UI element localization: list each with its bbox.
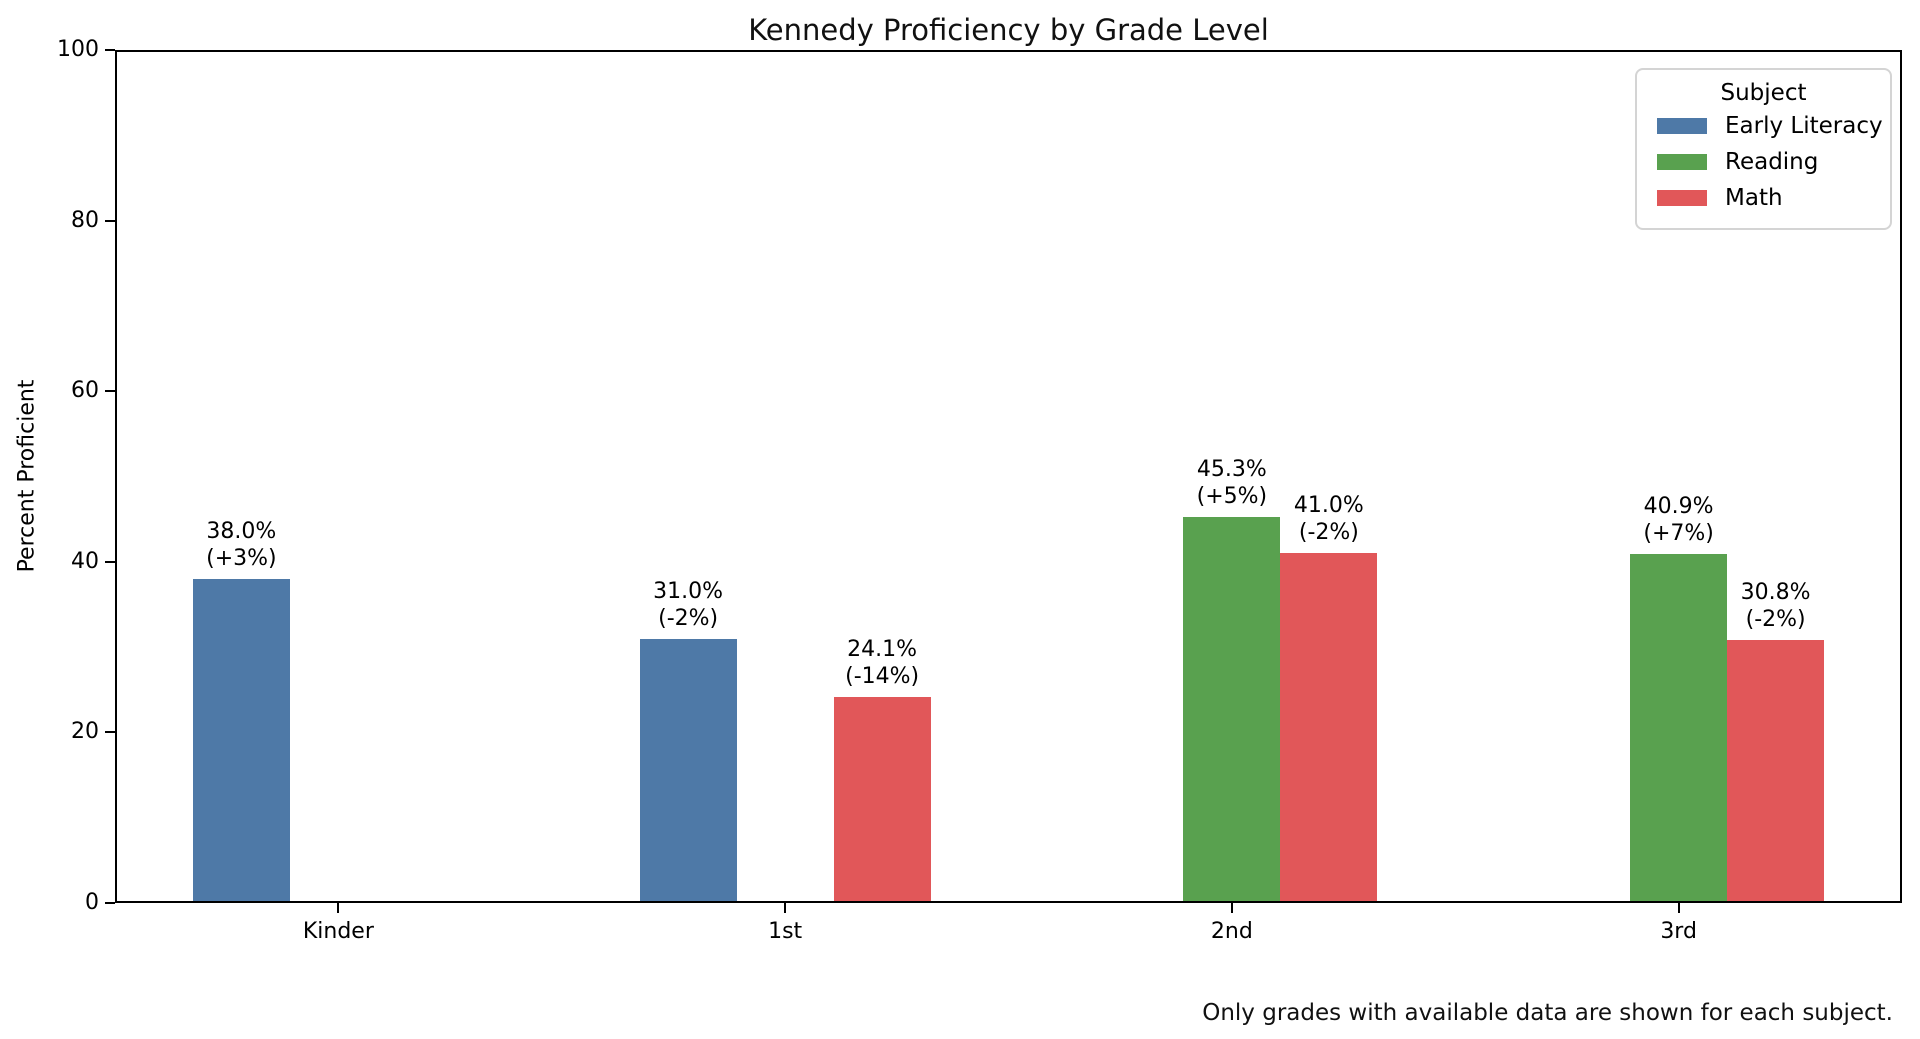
legend-item-reading: Reading (1637, 144, 1890, 180)
y-tick-label: 100 (57, 37, 99, 62)
x-tick (1677, 903, 1680, 913)
y-tick-label: 20 (71, 719, 99, 745)
bar-reading-2nd (1183, 516, 1281, 903)
x-tick (1230, 903, 1233, 913)
chart-title: Kennedy Proficiency by Grade Level (748, 13, 1269, 47)
bar-reading-3rd (1630, 554, 1728, 903)
legend-swatch-math (1657, 190, 1707, 206)
y-tick (105, 731, 115, 734)
y-axis-label-text: Percent Proficient (14, 379, 40, 573)
x-tick-label-3rd: 3rd (1660, 919, 1697, 944)
bar-label-math-3rd: 30.8% (-2%) (1740, 580, 1811, 633)
y-tick (105, 49, 115, 51)
bar-label-early-literacy-kinder: 38.0% (+3%) (206, 518, 277, 571)
bar-math-3rd (1727, 640, 1825, 903)
plot-area: 38.0% (+3%) 31.0% (-2%) 45.3% (+5%) 40.9% (… (57, 37, 1902, 944)
bar-math-2nd (1280, 553, 1378, 903)
y-tick (105, 902, 115, 904)
legend: Subject Early Literacy Reading Math (1635, 68, 1892, 230)
bar-label-reading-3rd: 40.9% (+7%) (1643, 494, 1714, 547)
legend-swatch-early-literacy (1657, 118, 1707, 134)
legend-label-reading: Reading (1725, 149, 1819, 175)
legend-item-early-literacy: Early Literacy (1637, 108, 1890, 144)
bar-label-reading-2nd: 45.3% (+5%) (1196, 456, 1268, 509)
legend-items: Early Literacy Reading Math (1637, 108, 1890, 216)
y-tick-label: 40 (71, 548, 99, 574)
bar-math-1st (833, 697, 931, 903)
legend-item-math: Math (1637, 180, 1890, 216)
bar-early-literacy-kinder (192, 578, 290, 903)
y-tick (105, 560, 115, 563)
y-tick-label: 60 (71, 378, 99, 404)
y-tick (105, 390, 115, 393)
legend-label-early-literacy: Early Literacy (1725, 113, 1883, 139)
legend-swatch-reading (1657, 154, 1707, 170)
bar-label-early-literacy-1st: 31.0% (-2%) (653, 578, 724, 631)
bar-label-math-1st: 24.1% (-14%) (845, 637, 920, 690)
y-tick-label: 80 (71, 207, 99, 233)
bar-label-math-2nd: 41.0% (-2%) (1293, 493, 1364, 546)
x-tick-label-kinder: Kinder (302, 919, 374, 944)
legend-title: Subject (1720, 80, 1807, 106)
legend-label-math: Math (1725, 185, 1783, 211)
footnote: Only grades with available data are show… (1202, 1000, 1893, 1026)
bar-early-literacy-1st (639, 638, 737, 903)
y-tick-label: 0 (85, 890, 99, 915)
x-tick (337, 903, 340, 913)
x-tick (784, 903, 787, 913)
x-tick-label-1st: 1st (768, 919, 803, 944)
x-tick-label-2nd: 2nd (1210, 919, 1253, 944)
y-tick (105, 219, 115, 222)
